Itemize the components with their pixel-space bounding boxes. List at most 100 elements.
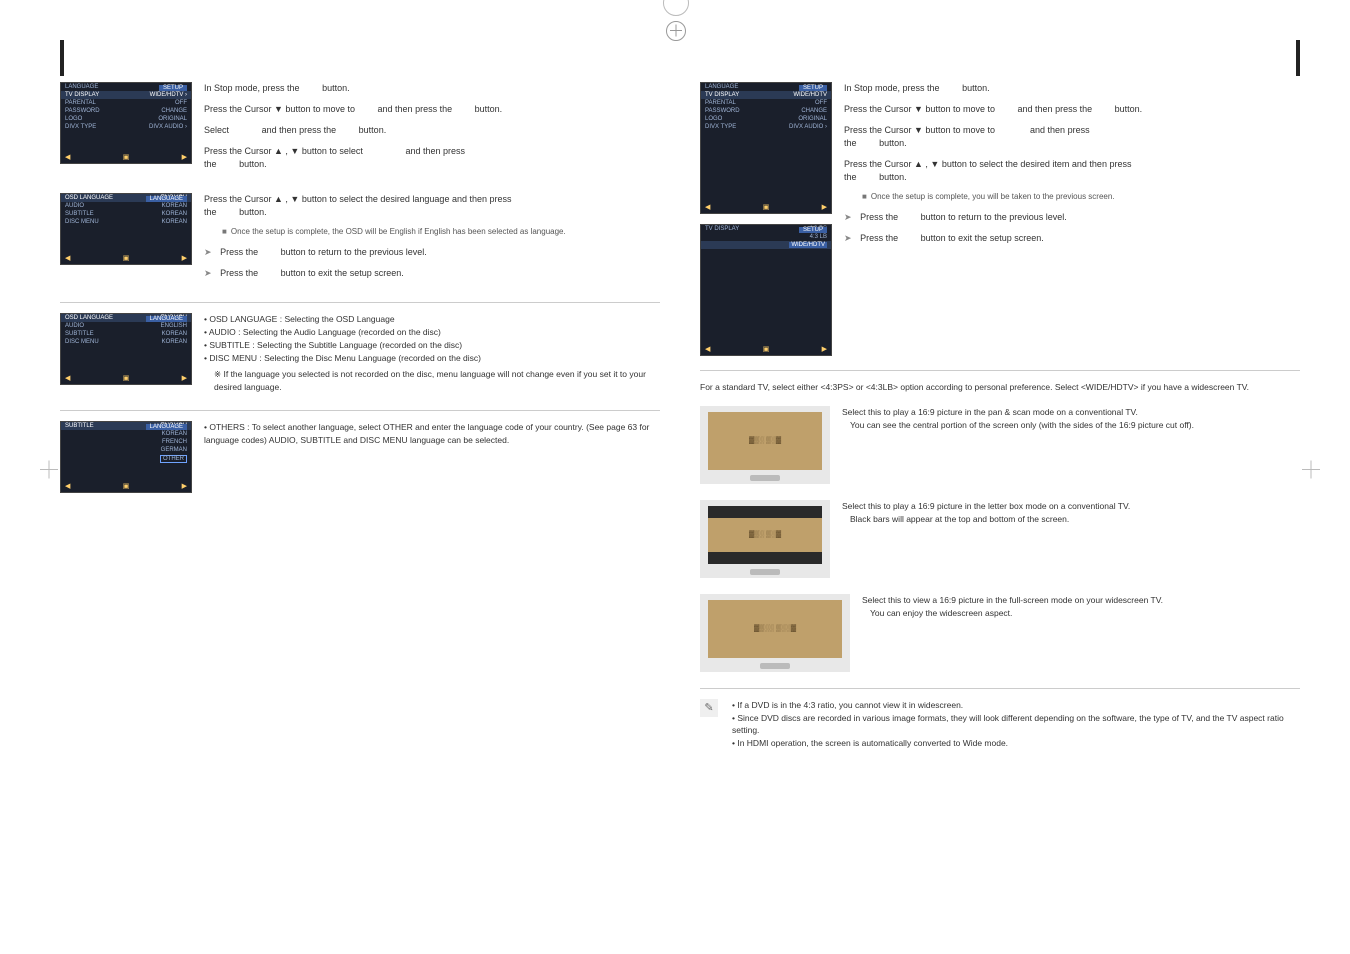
asterisk-note: ※ If the language you selected is not re… [204, 368, 660, 394]
return-hint: Press the button to return to the previo… [844, 211, 1300, 224]
step-text: button. [1115, 104, 1143, 114]
button-slot [1095, 104, 1113, 114]
button-slot [261, 247, 279, 257]
tv-thumb-ps: ▓▒░ ▒░▓ [700, 406, 830, 484]
left-steps-2: Press the Cursor ▲ , ▼ button to select … [204, 193, 660, 288]
def-line: • AUDIO : Selecting the Audio Language (… [204, 326, 660, 339]
button-slot [942, 83, 960, 93]
step-text: button. [239, 159, 267, 169]
tv-stand [750, 475, 780, 481]
step-3: Select and then press the button. [204, 124, 660, 137]
thumb-tab: SETUP [799, 227, 827, 233]
osd-thumb-subtitle: LANGUAGE SUBTITLEENGLISH KOREAN FRENCH G… [60, 421, 192, 493]
left-page-header [60, 40, 660, 76]
step-text: and then press the [1018, 104, 1093, 114]
step-text: button. [879, 172, 907, 182]
thumb-row: DISC MENUKOREAN [61, 218, 191, 226]
osd-thumb-setup: SETUP LANGUAGE TV DISPLAYWIDE/HDTV › PAR… [60, 82, 192, 164]
def-line: • DISC MENU : Selecting the Disc Menu La… [204, 352, 660, 365]
thumb-footer-icons: ◀▣▶ [65, 482, 187, 490]
thumb-row: TV DISPLAYWIDE/HDTV [701, 91, 831, 99]
step-text: button. [359, 125, 387, 135]
thumb-row: LOGOORIGINAL [701, 115, 831, 123]
osd-thumb-tvdisplay-options: SETUP TV DISPLAY4:3 PS 4:3 LB WIDE/HDTV … [700, 224, 832, 356]
tv-stand [760, 663, 790, 669]
step-text: Press the Cursor ▼ button to move to [204, 104, 355, 114]
divider [60, 410, 660, 411]
divider [700, 688, 1300, 689]
osd-thumb-language: LANGUAGE OSD LANGUAGEENGLISH AUDIOKOREAN… [60, 193, 192, 265]
step-text: Press the Cursor ▲ , ▼ button to select [204, 146, 363, 156]
button-slot [901, 233, 919, 243]
tv-mode-wide-text: Select this to view a 16:9 picture in th… [862, 594, 1300, 672]
thumb-row: SUBTITLEKOREAN [61, 210, 191, 218]
step-text: button to return to the previous level. [281, 247, 427, 257]
button-slot [219, 207, 237, 217]
step-text: Press the Cursor ▼ button to move to [844, 104, 995, 114]
thumb-tab: LANGUAGE [146, 424, 187, 430]
step-text: and then press the [378, 104, 453, 114]
divider [700, 370, 1300, 371]
button-slot [901, 212, 919, 222]
thumb-row: AUDIOENGLISH [61, 322, 191, 330]
thumb-footer-icons: ◀▣▶ [705, 345, 827, 353]
target-slot [365, 146, 403, 156]
target-slot [232, 125, 260, 135]
step-2: Press the Cursor ▼ button to move to and… [844, 103, 1300, 116]
step-text: button. [239, 207, 267, 217]
note-line: • In HDMI operation, the screen is autom… [732, 737, 1300, 750]
target-slot [358, 104, 376, 114]
right-page: SETUP LANGUAGE TV DISPLAYWIDE/HDTV PAREN… [700, 40, 1300, 900]
divider [60, 302, 660, 303]
button-slot [261, 268, 279, 278]
thumb-row: GERMAN [61, 446, 191, 454]
step-text: button to exit the setup screen. [281, 268, 404, 278]
thumb-row: PASSWORDCHANGE [61, 107, 191, 115]
button-slot [859, 138, 877, 148]
left-steps-1: In Stop mode, press the button. Press th… [204, 82, 660, 179]
tv-frame: ▓▒░░ ▒░░▓ [708, 600, 842, 658]
step-text: button to return to the previous level. [921, 212, 1067, 222]
tv-mode-ps: ▓▒░ ▒░▓ Select this to play a 16:9 pictu… [700, 406, 1300, 484]
step-text: the [844, 138, 857, 148]
thumb-row: AUDIOKOREAN [61, 202, 191, 210]
registration-mark-left [40, 461, 58, 479]
others-definition: • OTHERS : To select another language, s… [204, 421, 660, 493]
step-text: Press the Cursor ▲ , ▼ button to select … [844, 159, 1131, 169]
step-text: In Stop mode, press the [844, 83, 940, 93]
step-4: Press the Cursor ▲ , ▼ button to select … [844, 158, 1300, 184]
thumb-row: PARENTALOFF [701, 99, 831, 107]
step-text: Press the Cursor ▼ button to move to [844, 125, 995, 135]
target-slot [998, 104, 1016, 114]
step-text: the [844, 172, 857, 182]
return-hint: Press the button to return to the previo… [204, 246, 660, 259]
step-text: the [204, 207, 217, 217]
left-page: SETUP LANGUAGE TV DISPLAYWIDE/HDTV › PAR… [60, 40, 660, 900]
tv-mode-lb: ▓▒░ ▒░▓ Select this to play a 16:9 pictu… [700, 500, 1300, 578]
step-text: button. [322, 83, 350, 93]
step-4: Press the Cursor ▲ , ▼ button to select … [204, 145, 660, 171]
thumb-row: LOGOORIGINAL [61, 115, 191, 123]
thumb-row: 4:3 LB [701, 233, 831, 241]
setup-complete-note: Once the setup is complete, you will be … [862, 192, 1300, 201]
step-5: Press the Cursor ▲ , ▼ button to select … [204, 193, 660, 219]
tv-mode-ps-text: Select this to play a 16:9 picture in th… [842, 406, 1300, 484]
thumb-tab: LANGUAGE [146, 196, 187, 202]
left-section-2: LANGUAGE OSD LANGUAGEENGLISH AUDIOKOREAN… [60, 193, 660, 288]
button-slot [455, 104, 473, 114]
note-icon: ✎ [700, 699, 718, 717]
thumb-row: OTHER [61, 454, 191, 464]
step-text: button. [879, 138, 907, 148]
thumb-row: KOREAN [61, 430, 191, 438]
thumb-tab: SETUP [159, 85, 187, 91]
setup-complete-note: Once the setup is complete, the OSD will… [222, 227, 660, 236]
text-line: Select this to view a 16:9 picture in th… [862, 594, 1300, 607]
step-text: and then press the [262, 125, 337, 135]
thumb-row: WIDE/HDTV [701, 241, 831, 249]
target-slot [998, 125, 1028, 135]
tv-stand [750, 569, 780, 575]
exit-hint: Press the button to exit the setup scree… [204, 267, 660, 280]
thumb-footer-icons: ◀▣▶ [705, 203, 827, 211]
note-line: • If a DVD is in the 4:3 ratio, you cann… [732, 699, 1300, 712]
osd-thumb-tvdisplay: SETUP LANGUAGE TV DISPLAYWIDE/HDTV PAREN… [700, 82, 832, 214]
